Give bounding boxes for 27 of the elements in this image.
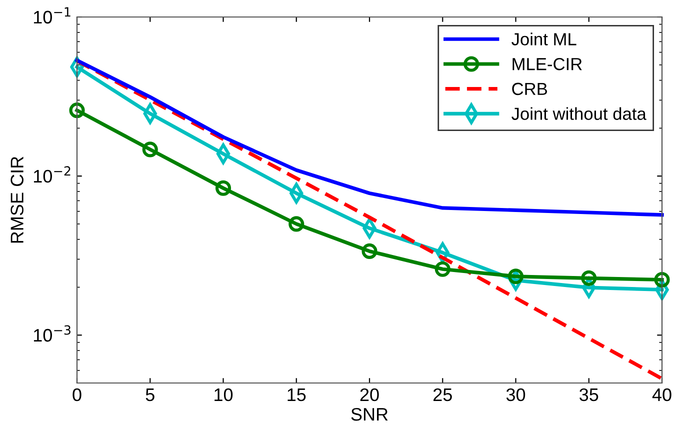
x-tick-label: 35: [580, 388, 598, 402]
point: [508, 268, 524, 284]
legend-label: MLE-CIR: [512, 58, 582, 70]
point: [434, 261, 450, 277]
x-tick-label: 5: [146, 388, 154, 402]
x-tick-label: 0: [72, 388, 82, 402]
legend-label: Joint without data: [512, 107, 646, 120]
point: [69, 102, 85, 118]
point: [654, 272, 670, 288]
x-tick-label: 15: [288, 388, 306, 402]
x-tick-label: 25: [433, 388, 452, 402]
point: [288, 216, 304, 232]
y-axis-title: RMSE CIR: [10, 156, 24, 243]
point: [142, 142, 158, 158]
x-tick-label: 10: [214, 388, 233, 402]
point: [362, 243, 378, 259]
x-tick-label: 20: [360, 388, 379, 402]
y-tick-label: 10$^{−2}$: [34, 166, 70, 183]
legend-label: Joint ML: [512, 32, 576, 46]
x-tick-label: 30: [506, 388, 526, 402]
point: [215, 180, 232, 196]
x-axis-title: SNR: [351, 408, 388, 421]
y-tick-label: 10$^{−3}$: [34, 325, 70, 342]
legend-label: CRB: [512, 82, 548, 96]
point: [581, 270, 597, 286]
x-tick-label: 40: [652, 388, 672, 402]
y-tick-label: 10$^{−1}$: [34, 7, 70, 24]
